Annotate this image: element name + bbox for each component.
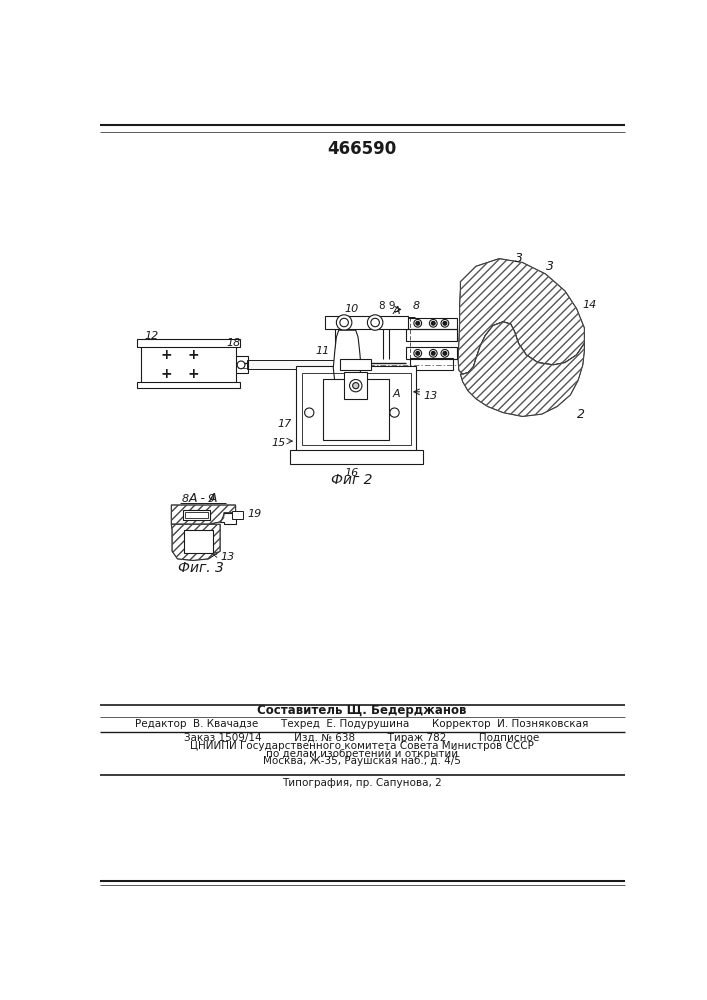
Bar [184,530,213,553]
Circle shape [429,349,437,357]
Circle shape [441,319,449,327]
Circle shape [353,383,359,389]
Bar [141,345,235,383]
Text: Заказ 1509/14          Изд. № 638          Тираж 782          Подписное: Заказ 1509/14 Изд. № 638 Тираж 782 Подпи… [185,733,539,743]
Text: Фиг. 3: Фиг. 3 [178,561,223,575]
Circle shape [443,351,447,355]
Text: 16: 16 [345,468,359,478]
Text: +: + [187,348,199,362]
Bar [344,372,368,399]
Text: 3: 3 [515,252,522,265]
Bar [232,511,243,519]
Text: 19: 19 [247,509,262,519]
Circle shape [414,319,421,327]
Circle shape [441,349,449,357]
Circle shape [414,349,421,357]
Circle shape [340,318,349,327]
Circle shape [371,318,380,327]
Bar [185,512,208,518]
Text: Редактор  В. Квачадзе       Техред  Е. Подурушина       Корректор  И. Позняковск: Редактор В. Квачадзе Техред Е. Подурушин… [135,719,589,729]
Bar [137,382,240,388]
Text: +: + [160,367,172,381]
Text: А: А [392,306,400,316]
Bar [183,510,210,520]
Text: +: + [187,367,199,381]
Bar [296,366,416,451]
Text: 12: 12 [144,331,158,341]
Circle shape [431,351,436,355]
Bar [323,379,389,440]
Text: Составитель Щ. Бедерджанов: Составитель Щ. Бедерджанов [257,704,467,717]
Polygon shape [220,513,235,524]
Text: 8: 8 [413,301,420,311]
Text: 2: 2 [576,408,585,421]
Circle shape [390,408,399,417]
Polygon shape [171,505,235,524]
Text: 13: 13 [423,391,438,401]
Bar [247,360,346,369]
Text: по делам изобретений и открытий: по делам изобретений и открытий [266,749,458,759]
Text: 8 9: 8 9 [378,301,395,311]
Bar [406,318,457,329]
Polygon shape [458,259,585,374]
Bar [340,359,371,370]
Text: 14: 14 [582,300,596,310]
Circle shape [416,351,420,355]
Circle shape [429,319,437,327]
Bar [325,316,409,329]
Bar [301,373,411,445]
Text: Фиг 2: Фиг 2 [331,473,373,487]
Text: 9: 9 [207,494,214,504]
Text: 15: 15 [271,438,286,448]
Text: 466590: 466590 [327,140,397,158]
Circle shape [305,408,314,417]
Circle shape [337,315,352,330]
Bar [406,347,457,359]
Bar [410,358,452,370]
Text: 10: 10 [345,304,359,314]
Polygon shape [171,524,220,560]
Bar [234,356,248,373]
Polygon shape [460,322,585,416]
Bar [406,329,457,341]
Text: +: + [160,348,172,362]
Text: Москва, Ж-35, Раушская наб., д. 4/5: Москва, Ж-35, Раушская наб., д. 4/5 [263,756,461,766]
Text: А: А [392,389,400,399]
Text: 18: 18 [227,338,241,348]
Circle shape [237,361,245,369]
Text: ЦНИИПИ Государственного комитета Совета Министров СССР: ЦНИИПИ Государственного комитета Совета … [190,741,534,751]
Text: 17: 17 [278,419,292,429]
Text: 11: 11 [316,346,330,356]
Circle shape [416,321,420,325]
Bar [137,339,240,347]
Circle shape [349,379,362,392]
Circle shape [431,321,436,325]
Text: 3: 3 [547,260,554,273]
Circle shape [368,315,383,330]
Polygon shape [333,330,361,397]
Text: 8: 8 [182,494,189,504]
Circle shape [443,321,447,325]
Text: Типография, пр. Сапунова, 2: Типография, пр. Сапунова, 2 [282,778,442,788]
Bar [290,450,423,464]
Text: 13: 13 [220,552,235,562]
Text: А - А: А - А [188,492,218,505]
